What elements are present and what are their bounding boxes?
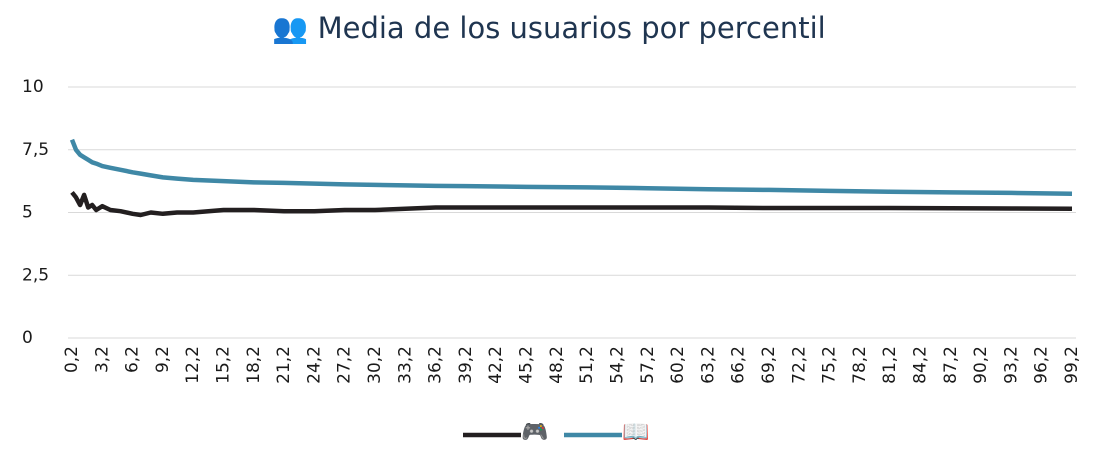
- x-tick-label: 69,2: [759, 346, 779, 384]
- x-tick-label: 72,2: [789, 346, 809, 384]
- x-tick-label: 63,2: [698, 346, 718, 384]
- x-tick-label: 30,2: [365, 346, 385, 384]
- x-tick-label: 18,2: [244, 346, 264, 384]
- x-tick-label: 39,2: [456, 346, 476, 384]
- x-tick-label: 0,2: [62, 346, 82, 373]
- y-tick-label: 2,5: [22, 265, 49, 285]
- x-tick-label: 66,2: [729, 346, 749, 384]
- x-tick-label: 87,2: [941, 346, 961, 384]
- x-tick-label: 36,2: [426, 346, 446, 384]
- series-line: [70, 190, 1073, 218]
- x-tick-label: 78,2: [850, 346, 870, 384]
- y-tick-label: 5: [22, 203, 33, 223]
- chart-title: 👥 Media de los usuarios por percentil: [272, 11, 825, 45]
- legend-label: 🎮: [521, 420, 548, 445]
- x-tick-label: 21,2: [274, 346, 294, 384]
- x-tick-label: 24,2: [304, 346, 324, 384]
- x-tick-label: 33,2: [395, 346, 415, 384]
- x-tick-label: 84,2: [910, 346, 930, 384]
- x-tick-label: 54,2: [607, 346, 627, 384]
- x-tick-label: 51,2: [577, 346, 597, 384]
- x-tick-label: 93,2: [1001, 346, 1021, 384]
- series-line: [69, 138, 1073, 196]
- y-tick-label: 10: [22, 77, 44, 97]
- x-tick-label: 57,2: [638, 346, 658, 384]
- y-tick-label: 0: [22, 328, 33, 348]
- y-tick-label: 7,5: [22, 140, 49, 160]
- x-tick-label: 60,2: [668, 346, 688, 384]
- x-tick-label: 15,2: [214, 346, 234, 384]
- x-tick-label: 12,2: [183, 346, 203, 384]
- x-tick-label: 90,2: [971, 346, 991, 384]
- x-tick-label: 81,2: [880, 346, 900, 384]
- legend-label: 📖: [622, 420, 649, 445]
- x-tick-label: 96,2: [1032, 346, 1052, 384]
- x-tick-label: 75,2: [820, 346, 840, 384]
- x-tick-label: 99,2: [1062, 346, 1082, 384]
- x-tick-label: 3,2: [92, 346, 112, 373]
- x-tick-label: 42,2: [486, 346, 506, 384]
- x-tick-label: 9,2: [153, 346, 173, 373]
- x-tick-label: 27,2: [335, 346, 355, 384]
- x-tick-label: 45,2: [517, 346, 537, 384]
- x-tick-label: 48,2: [547, 346, 567, 384]
- x-tick-label: 6,2: [123, 346, 143, 373]
